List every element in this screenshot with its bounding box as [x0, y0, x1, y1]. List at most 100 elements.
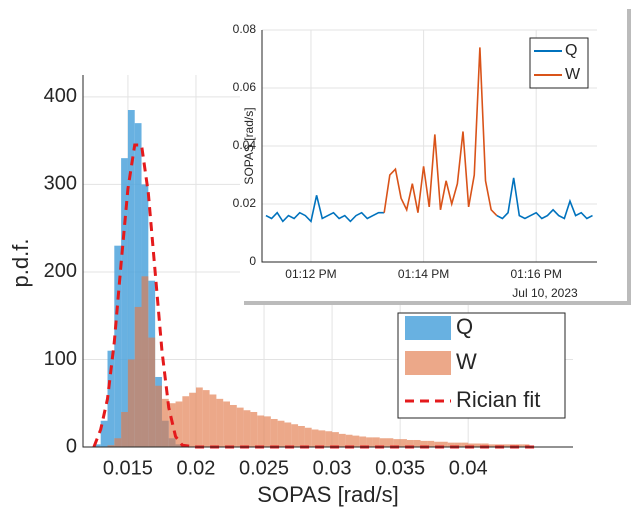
histogram-bar [175, 401, 183, 447]
legend-label: W [456, 349, 477, 374]
histogram-bar [345, 434, 353, 447]
x-tick-label: 0.03 [313, 457, 352, 479]
histogram-bar [291, 424, 299, 447]
histogram-bar [202, 390, 210, 447]
histogram-bar [366, 437, 373, 447]
histogram-bar [264, 416, 271, 447]
histogram-bar [502, 444, 510, 447]
histogram-bar [325, 431, 333, 447]
histogram-bar [488, 444, 496, 447]
histogram-bar [127, 110, 135, 447]
fit-line [92, 143, 537, 449]
histogram-bar [454, 442, 462, 447]
histogram-bar [468, 443, 475, 447]
histogram-bar [243, 410, 251, 447]
histogram-bar [440, 441, 448, 447]
histogram-bar [257, 415, 265, 447]
legend-swatch [405, 316, 451, 340]
x-tick-label: 0.015 [103, 457, 153, 479]
histogram-bar [393, 439, 401, 447]
histogram-bar [236, 407, 244, 447]
histogram-bar [216, 398, 224, 447]
y-tick-label: 0 [66, 435, 77, 457]
histogram-bar [270, 418, 278, 447]
histogram-bar [107, 445, 115, 447]
y-tick-label: 0.06 [233, 80, 257, 94]
histogram-bar [386, 438, 394, 447]
x-tick-label: 01:14 PM [398, 267, 449, 281]
y-tick-label: 0 [249, 254, 256, 268]
y-tick-label: 200 [44, 260, 77, 282]
x-tick-label: 01:16 PM [511, 267, 562, 281]
histogram-bar [461, 442, 469, 447]
histogram-bar [284, 422, 292, 447]
axis-line [261, 30, 597, 263]
histogram-bar [195, 387, 203, 447]
histogram-bar [114, 438, 122, 447]
line-series [265, 177, 593, 224]
histogram-bar [311, 429, 319, 447]
histogram-bar [107, 350, 115, 447]
y-tick-label: 0.02 [233, 196, 257, 210]
y-tick-label: 0.08 [233, 22, 257, 36]
histogram-bar [434, 441, 441, 447]
histogram-bar [338, 433, 346, 447]
histogram-bar [209, 394, 217, 447]
y-axis-label: p.d.f. [8, 239, 33, 288]
histogram-bar [127, 359, 135, 447]
histogram-bar [332, 432, 339, 447]
histogram-bar [413, 439, 421, 447]
histogram-bar [134, 123, 142, 447]
axis-line [82, 75, 573, 448]
histogram-bar [161, 398, 169, 447]
histogram-bar [447, 442, 455, 447]
x-axis-label: SOPAS [rad/s] [257, 482, 398, 507]
histogram-bar [121, 158, 128, 447]
inset-chart: 01:12 PM 01:14 PM 01:16 PM 0 0.02 0.04 0.06 0.0… [233, 22, 597, 300]
histogram-bar [277, 420, 285, 447]
histogram-bar [481, 443, 489, 447]
legend-swatch [405, 351, 451, 375]
y-tick-label: 300 [44, 173, 77, 195]
histogram-bar [318, 430, 326, 447]
histogram-bar [134, 306, 142, 447]
histogram-bar [379, 438, 387, 447]
histogram-bar [372, 437, 380, 447]
histogram-bar [223, 401, 230, 447]
line-series [383, 47, 498, 217]
histogram-bar [168, 403, 176, 447]
histogram-bar [230, 404, 237, 447]
histogram-bar [141, 276, 149, 447]
histogram-bar [475, 443, 482, 447]
histogram-bar [155, 385, 162, 447]
x-tick-label: 01:12 PM [285, 267, 336, 281]
histogram-bar [189, 392, 196, 447]
histogram-bar [93, 444, 101, 447]
date-annotation: Jul 10, 2023 [512, 286, 578, 300]
histogram-bar [182, 396, 190, 447]
histogram-bar [100, 420, 108, 447]
legend-label: Q [565, 42, 577, 59]
x-tick-label: 0.035 [375, 457, 425, 479]
histogram-bar [406, 439, 414, 447]
y-tick-label: 100 [44, 348, 77, 370]
y-tick-label: 0.04 [233, 138, 257, 152]
y-axis-label: SOPAS [rad/s] [242, 107, 256, 184]
histogram-bar [114, 245, 122, 447]
histogram-bar [298, 425, 305, 447]
histogram-bar [250, 411, 258, 447]
x-tick-label: 0.025 [239, 457, 289, 479]
x-tick-label: 0.02 [177, 457, 216, 479]
histogram-bar [121, 411, 128, 447]
y-tick-label: 400 [44, 85, 77, 107]
legend-box [529, 37, 589, 89]
histogram-bar [359, 436, 367, 447]
legend-label: Q [456, 314, 473, 339]
legend-label: W [565, 66, 581, 83]
x-tick-label: 0.04 [449, 457, 488, 479]
histogram-bar [304, 427, 312, 447]
histogram-bar [420, 440, 428, 447]
histogram-bar [427, 440, 435, 447]
histogram-bar [148, 337, 156, 447]
